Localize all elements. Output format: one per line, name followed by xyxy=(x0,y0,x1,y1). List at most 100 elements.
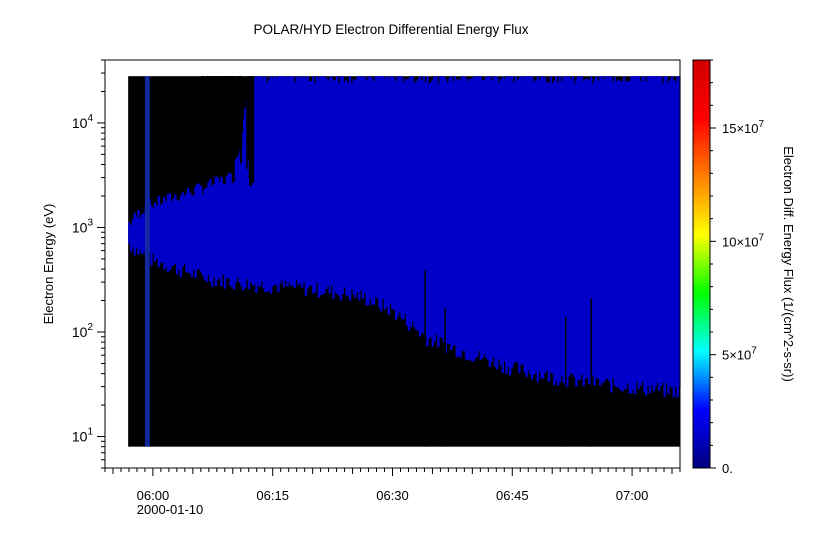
flux-column xyxy=(567,76,571,377)
flux-column xyxy=(198,183,201,270)
flux-column xyxy=(632,76,635,390)
flux-column xyxy=(576,76,580,381)
flux-column xyxy=(188,192,192,274)
flux-column xyxy=(341,76,344,294)
flux-column xyxy=(459,79,462,358)
flux-column xyxy=(192,195,195,270)
flux-column xyxy=(343,81,346,288)
flux-column xyxy=(141,213,144,255)
flux-column xyxy=(483,79,486,355)
flux-column xyxy=(497,82,501,360)
flux-column xyxy=(133,212,137,256)
flux-column xyxy=(354,80,357,298)
flux-column xyxy=(582,80,585,386)
flux-column xyxy=(578,76,582,380)
flux-column xyxy=(238,146,241,283)
flux-column xyxy=(481,79,484,359)
flux-column xyxy=(678,76,681,387)
flux-column xyxy=(488,76,492,368)
flux-column xyxy=(600,76,604,383)
flux-column xyxy=(266,82,269,293)
flux-column xyxy=(554,76,558,381)
flux-column xyxy=(345,80,348,296)
flux-column xyxy=(553,80,556,386)
flux-column xyxy=(518,77,521,373)
flux-column xyxy=(374,76,378,297)
plot-area xyxy=(104,59,681,469)
flux-column xyxy=(301,76,304,288)
flux-column xyxy=(168,193,172,271)
flux-column xyxy=(534,79,538,373)
flux-column xyxy=(665,76,668,383)
flux-column xyxy=(245,99,249,279)
flux-column xyxy=(628,81,631,394)
flux-column xyxy=(330,76,333,286)
flux-column xyxy=(470,78,473,362)
flux-column xyxy=(492,76,495,358)
colorbar-tick-label: 0. xyxy=(722,461,733,476)
flux-column xyxy=(389,76,392,305)
flux-dropout xyxy=(209,76,212,99)
x-tick-label: 06:30 xyxy=(376,488,409,503)
flux-column xyxy=(233,181,236,290)
flux-column xyxy=(207,182,210,275)
flux-column xyxy=(473,76,477,359)
flux-column xyxy=(516,80,519,363)
flux-column xyxy=(152,208,155,254)
flux-column xyxy=(196,183,199,270)
flux-column xyxy=(462,76,466,352)
flux-column xyxy=(606,76,609,380)
flux-column xyxy=(569,78,573,374)
flux-column xyxy=(203,188,207,280)
flux-column xyxy=(264,76,267,293)
flux-column xyxy=(621,80,624,392)
flux-column xyxy=(139,218,142,251)
flux-column xyxy=(199,186,203,273)
flux-column xyxy=(251,81,254,286)
flux-column xyxy=(290,76,293,287)
x-tick-label: 06:45 xyxy=(496,488,529,503)
flux-column xyxy=(271,77,275,287)
flux-column xyxy=(435,76,438,335)
flux-dropout xyxy=(204,76,206,88)
flux-column xyxy=(617,79,620,388)
flux-column xyxy=(602,79,606,383)
flux-column xyxy=(466,81,470,361)
flux-column xyxy=(444,78,447,353)
flux-dropout xyxy=(230,76,234,143)
flux-column xyxy=(427,83,431,339)
flux-column xyxy=(514,76,517,362)
flux-column xyxy=(668,79,672,387)
flux-column xyxy=(674,81,677,387)
spectrogram-data xyxy=(128,76,681,447)
colorbar: 0. 5×107 10×107 15×107 xyxy=(692,59,765,476)
flux-column xyxy=(659,76,663,387)
flux-column xyxy=(422,76,425,334)
flux-column xyxy=(315,76,319,283)
flux-column xyxy=(304,78,308,296)
flux-column xyxy=(505,76,508,374)
flux-column xyxy=(545,82,549,371)
flux-column xyxy=(641,76,644,382)
flux-column xyxy=(402,82,405,320)
flux-column xyxy=(562,76,565,383)
y-axis-label: Electron Energy (eV) xyxy=(41,204,56,325)
flux-column xyxy=(503,78,506,362)
flux-column xyxy=(645,81,648,396)
flux-dropout xyxy=(251,76,253,179)
flux-column xyxy=(586,78,589,378)
flux-column xyxy=(575,78,578,387)
flux-column xyxy=(507,76,510,368)
flux-column xyxy=(479,76,482,360)
colorbar-tick-label: 5×107 xyxy=(722,346,757,363)
flux-column xyxy=(426,76,429,347)
flux-column xyxy=(262,78,265,289)
flux-column xyxy=(356,76,359,292)
flux-column xyxy=(185,192,188,273)
flux-column xyxy=(439,76,442,338)
flux-column xyxy=(155,205,159,259)
y-tick-label: 102 xyxy=(72,322,94,340)
flux-column xyxy=(595,76,598,378)
flux-column xyxy=(278,76,282,284)
y-tick-label: 104 xyxy=(72,113,94,131)
